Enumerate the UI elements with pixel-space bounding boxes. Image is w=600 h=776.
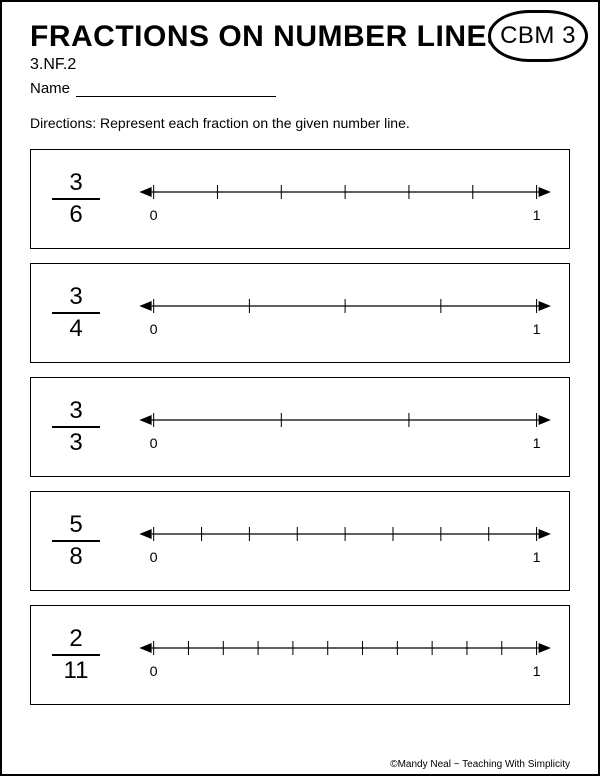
name-input-line[interactable]	[76, 83, 276, 97]
name-label: Name	[30, 80, 70, 97]
number-line[interactable]: 01	[125, 278, 555, 348]
problem-box: 3401	[30, 263, 570, 363]
end-label: 1	[533, 322, 541, 338]
cbm-badge: CBM 3	[488, 10, 588, 62]
directions-text: Directions: Represent each fraction on t…	[30, 115, 570, 131]
end-label: 1	[533, 436, 541, 452]
fraction-denominator: 11	[64, 656, 89, 686]
name-row: Name	[30, 80, 570, 97]
arrow-right-icon	[539, 415, 551, 425]
arrow-right-icon	[539, 301, 551, 311]
fraction-display: 34	[41, 282, 111, 345]
cbm-badge-label: CBM 3	[500, 22, 576, 50]
start-label: 0	[150, 664, 158, 680]
number-line[interactable]: 01	[125, 620, 555, 690]
end-label: 1	[533, 664, 541, 680]
fraction-numerator: 5	[69, 510, 82, 540]
copyright-footer: ©Mandy Neal ~ Teaching With Simplicity	[390, 759, 570, 770]
end-label: 1	[533, 550, 541, 566]
fraction-denominator: 6	[69, 200, 82, 230]
fraction-denominator: 8	[69, 542, 82, 572]
arrow-left-icon	[139, 187, 151, 197]
worksheet-page: FRACTIONS ON NUMBER LINES CBM 3 3.NF.2 N…	[0, 0, 600, 776]
fraction-numerator: 3	[69, 396, 82, 426]
arrow-left-icon	[139, 643, 151, 653]
fraction-numerator: 3	[69, 282, 82, 312]
start-label: 0	[150, 436, 158, 452]
number-line[interactable]: 01	[125, 506, 555, 576]
problem-box: 3301	[30, 377, 570, 477]
arrow-left-icon	[139, 415, 151, 425]
start-label: 0	[150, 550, 158, 566]
fraction-numerator: 2	[69, 624, 82, 654]
fraction-denominator: 3	[69, 428, 82, 458]
arrow-right-icon	[539, 529, 551, 539]
arrow-right-icon	[539, 643, 551, 653]
fraction-display: 211	[41, 624, 111, 687]
start-label: 0	[150, 322, 158, 338]
number-line[interactable]: 01	[125, 164, 555, 234]
problems-list: 360134013301580121101	[30, 149, 570, 705]
problem-box: 21101	[30, 605, 570, 705]
fraction-display: 33	[41, 396, 111, 459]
start-label: 0	[150, 208, 158, 224]
fraction-display: 58	[41, 510, 111, 573]
fraction-denominator: 4	[69, 314, 82, 344]
end-label: 1	[533, 208, 541, 224]
number-line[interactable]: 01	[125, 392, 555, 462]
fraction-display: 36	[41, 168, 111, 231]
arrow-left-icon	[139, 529, 151, 539]
arrow-left-icon	[139, 301, 151, 311]
standard-code: 3.NF.2	[30, 56, 570, 74]
fraction-numerator: 3	[69, 168, 82, 198]
header: FRACTIONS ON NUMBER LINES CBM 3 3.NF.2 N…	[30, 20, 570, 97]
problem-box: 5801	[30, 491, 570, 591]
problem-box: 3601	[30, 149, 570, 249]
arrow-right-icon	[539, 187, 551, 197]
